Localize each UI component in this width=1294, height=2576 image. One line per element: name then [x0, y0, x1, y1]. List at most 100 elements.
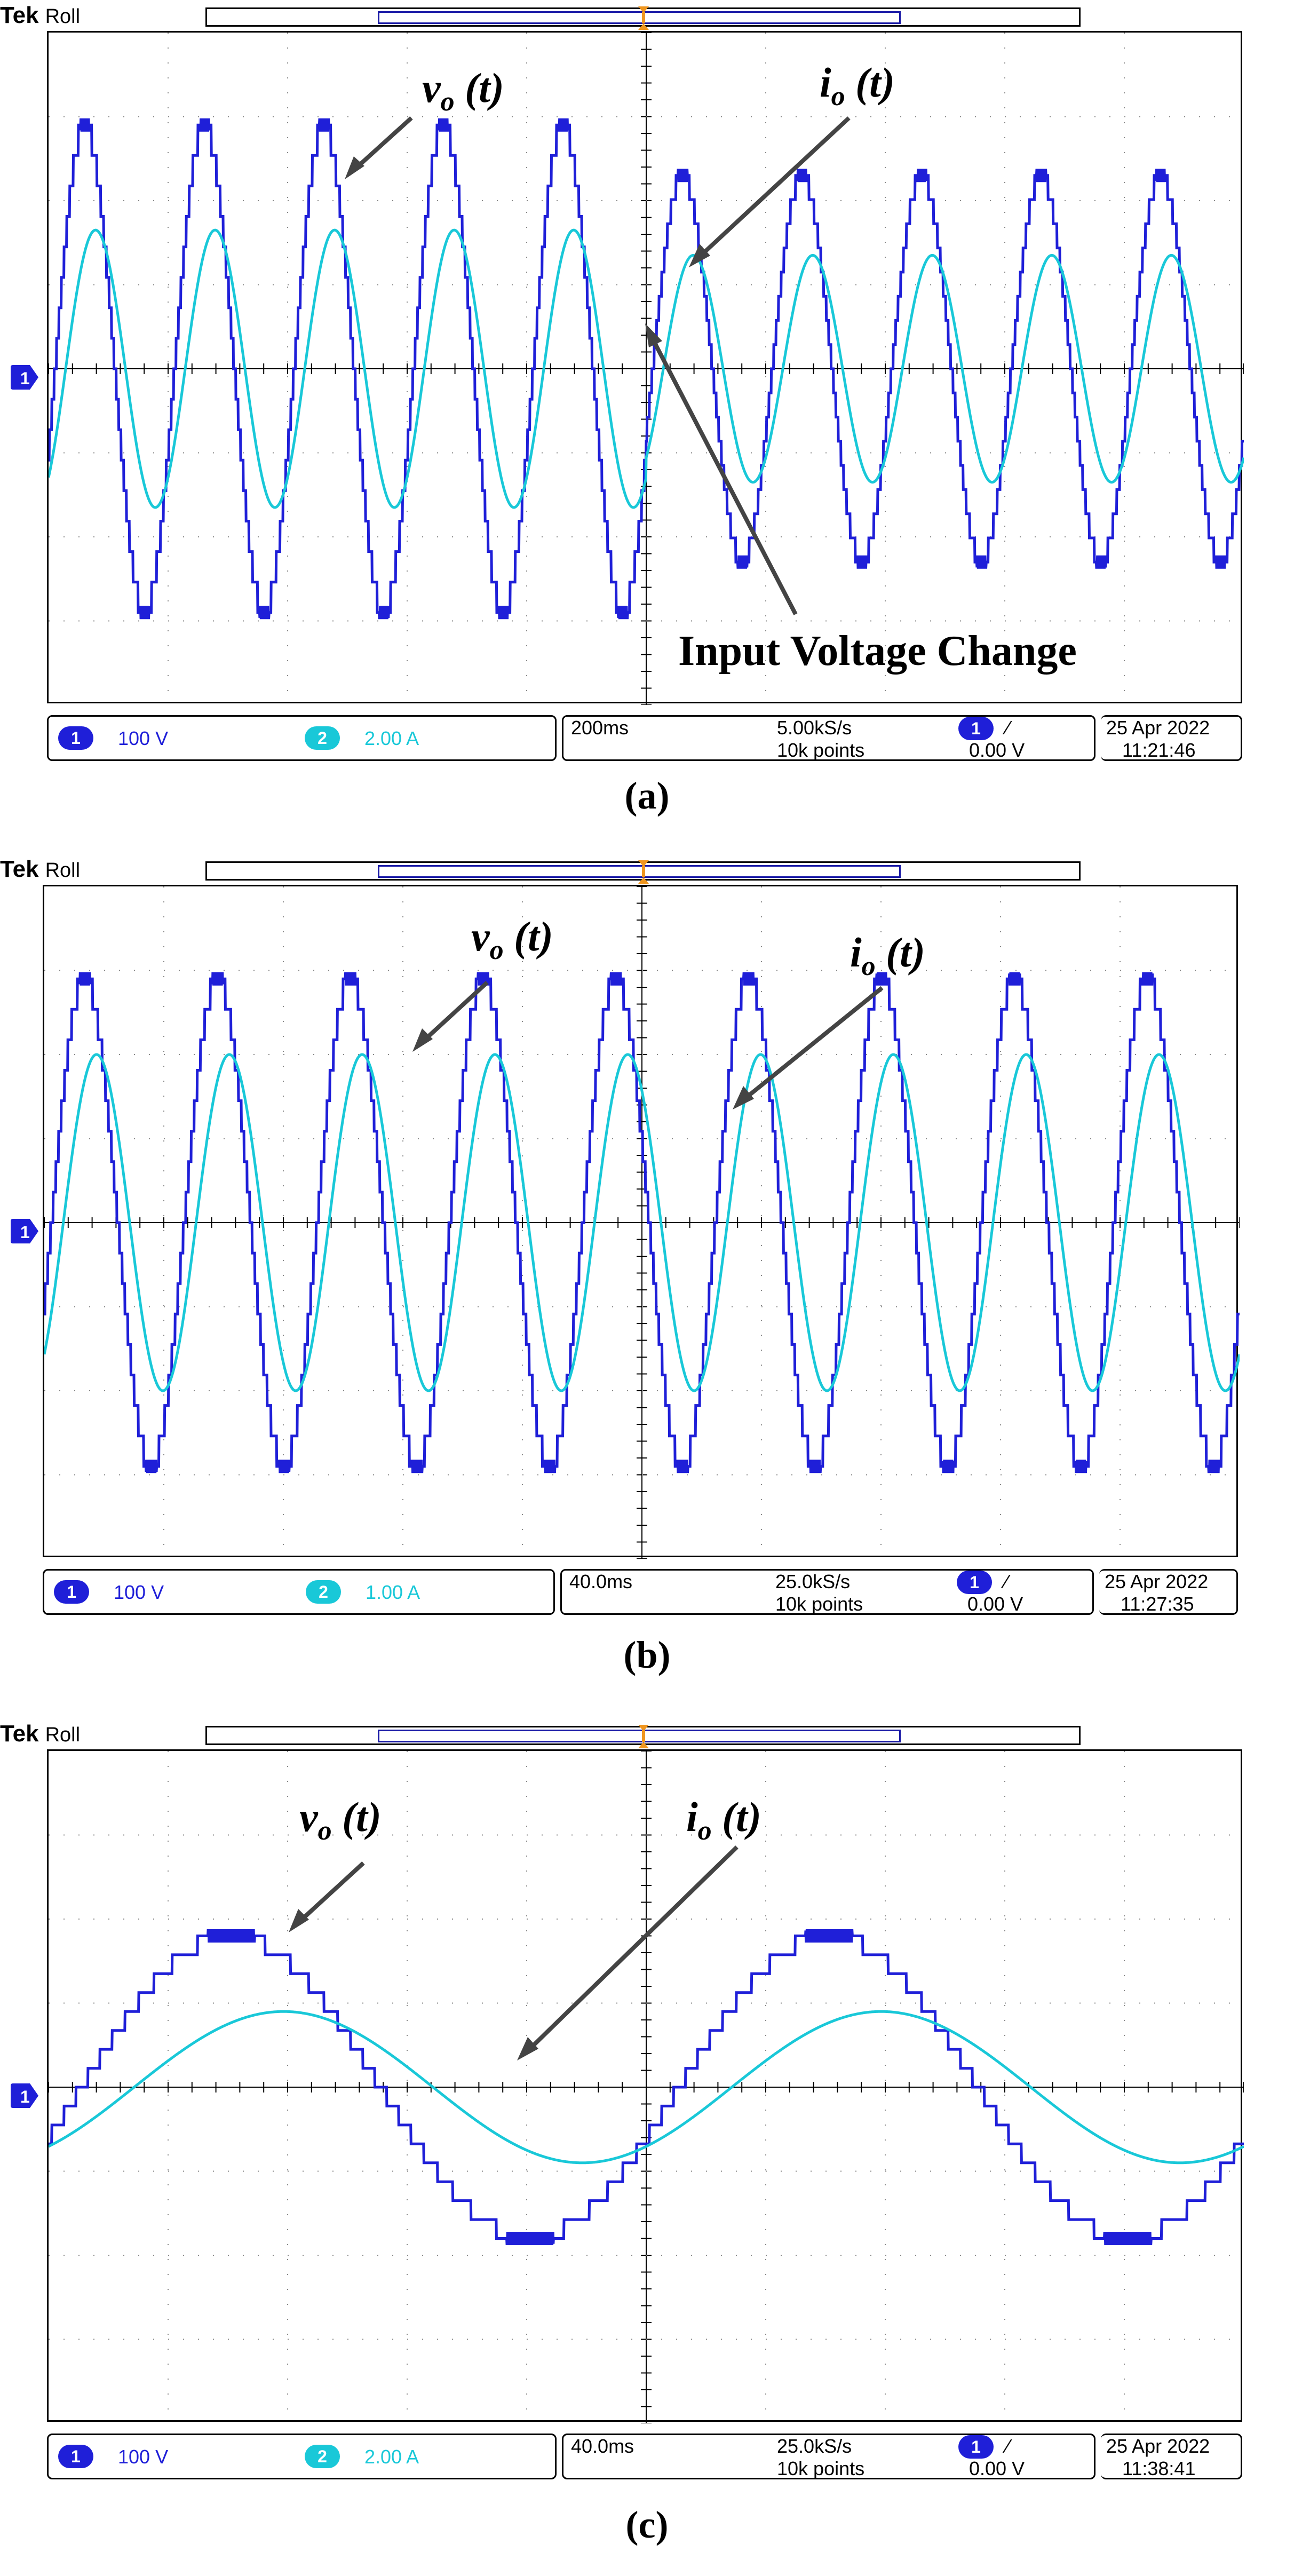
- trigger-level: 0.00 V: [967, 1593, 1023, 1615]
- vo-arrow: [345, 116, 413, 179]
- sample-rate: 25.0kS/s: [775, 1571, 851, 1592]
- ch1-badge: 1: [58, 2445, 93, 2468]
- tek-logo: Tek: [0, 1721, 39, 1747]
- acq-mode: Roll: [45, 859, 81, 882]
- status-bar: 1 100 V 2 2.00 A 200ms 5.00kS/s 10k poin…: [47, 715, 1242, 761]
- ch1-badge: 1: [54, 1580, 89, 1604]
- trigger-position-icon: [638, 6, 649, 30]
- record-length: 10k points: [775, 1593, 863, 1615]
- channel-scales-box: 1 100 V 2 2.00 A: [47, 2434, 557, 2479]
- record-window: [378, 865, 901, 878]
- graticule: [49, 33, 1244, 705]
- trigger-source-badge: 1: [957, 1571, 992, 1594]
- acquisition-box: 40.0ms 25.0kS/s 10k points 1 ⁄ 0.00 V: [562, 2434, 1095, 2479]
- timebase: 40.0ms: [569, 1571, 633, 1592]
- vo-trace: [49, 118, 1244, 620]
- tek-logo: Tek: [0, 2, 39, 28]
- svg-text:1: 1: [20, 1223, 30, 1242]
- io-label: io (t): [850, 929, 925, 981]
- timebase: 40.0ms: [571, 2435, 634, 2457]
- io-trace: [44, 1053, 1240, 1392]
- vo-trace: [44, 972, 1240, 1473]
- ch2-scale: 2.00 A: [364, 2446, 419, 2468]
- vo-label: vo (t): [471, 913, 553, 965]
- ch2-scale: 1.00 A: [366, 1581, 420, 1603]
- panel-caption: (c): [625, 2503, 669, 2546]
- status-bar: 1 100 V 2 2.00 A 40.0ms 25.0kS/s 10k poi…: [47, 2434, 1242, 2479]
- waveform-area: vo (t) io (t): [44, 886, 1240, 1559]
- io-trace: [49, 228, 1244, 509]
- brand: Tek Roll: [0, 854, 80, 885]
- event-arrow: [645, 323, 798, 615]
- trigger-source-badge: 1: [958, 2435, 994, 2459]
- trigger-slope-icon: ⁄: [1006, 2435, 1010, 2457]
- ch1-scale: 100 V: [118, 727, 169, 749]
- timebase: 200ms: [571, 717, 629, 739]
- trigger-level: 0.00 V: [969, 739, 1025, 761]
- acq-mode: Roll: [45, 1724, 81, 1746]
- vo-arrow: [289, 1861, 365, 1932]
- io-arrow: [517, 1845, 739, 2060]
- brand: Tek Roll: [0, 1718, 80, 1749]
- record-window: [378, 11, 901, 24]
- io-arrow: [733, 986, 884, 1109]
- record-window: [378, 1730, 901, 1742]
- ch2-badge: 2: [305, 2445, 340, 2468]
- time: 11:21:46: [1122, 739, 1196, 761]
- trigger-position-icon: [638, 860, 649, 884]
- svg-text:1: 1: [20, 2087, 30, 2106]
- sample-rate: 25.0kS/s: [777, 2435, 852, 2457]
- time: 11:27:35: [1121, 1593, 1194, 1615]
- vo-label: vo (t): [299, 1794, 382, 1846]
- io-arrow: [689, 116, 851, 267]
- tek-logo: Tek: [0, 856, 39, 882]
- datetime-box: 25 Apr 2022 11:27:35: [1099, 1569, 1238, 1615]
- time: 11:38:41: [1122, 2458, 1196, 2479]
- record-length: 10k points: [777, 739, 865, 761]
- date: 25 Apr 2022: [1106, 2435, 1210, 2457]
- status-bar: 1 100 V 2 1.00 A 40.0ms 25.0kS/s 10k poi…: [43, 1569, 1238, 1615]
- event-label: Input Voltage Change: [678, 628, 1077, 675]
- ch1-ground-marker-icon: 1: [11, 365, 38, 390]
- trigger-slope-icon: ⁄: [1005, 1571, 1009, 1592]
- io-label: io (t): [820, 59, 895, 112]
- ch1-scale: 100 V: [114, 1581, 164, 1603]
- waveform-area: vo (t) io (t): [49, 1751, 1244, 2423]
- io-trace: [49, 2010, 1244, 2165]
- ch1-ground-marker-icon: 1: [11, 2083, 38, 2108]
- graticule: [49, 1751, 1244, 2423]
- ch2-badge: 2: [306, 1580, 341, 1604]
- channel-scales-box: 1 100 V 2 2.00 A: [47, 715, 557, 761]
- ch2-scale: 2.00 A: [364, 727, 419, 749]
- brand: Tek Roll: [0, 0, 80, 31]
- svg-text:1: 1: [20, 369, 30, 388]
- vo-label: vo (t): [422, 65, 504, 117]
- ch1-scale: 100 V: [118, 2446, 169, 2468]
- scope-screen: vo (t) io (t) Input Voltage Change: [47, 31, 1244, 705]
- ch1-ground-marker-icon: 1: [11, 1219, 38, 1243]
- trigger-source-badge: 1: [958, 717, 994, 740]
- acq-mode: Roll: [45, 5, 81, 28]
- acquisition-box: 200ms 5.00kS/s 10k points 1 ⁄ 0.00 V: [562, 715, 1095, 761]
- ch1-badge: 1: [58, 726, 93, 750]
- vo-arrow: [412, 981, 489, 1052]
- panel-caption: (b): [623, 1634, 671, 1676]
- date: 25 Apr 2022: [1106, 717, 1210, 739]
- acquisition-box: 40.0ms 25.0kS/s 10k points 1 ⁄ 0.00 V: [560, 1569, 1094, 1615]
- scope-screen: vo (t) io (t): [47, 1749, 1244, 2423]
- panel-caption: (a): [624, 774, 670, 817]
- io-label: io (t): [686, 1794, 761, 1846]
- trigger-level: 0.00 V: [969, 2458, 1025, 2479]
- datetime-box: 25 Apr 2022 11:38:41: [1101, 2434, 1242, 2479]
- ch2-badge: 2: [305, 726, 340, 750]
- sample-rate: 5.00kS/s: [777, 717, 852, 739]
- date: 25 Apr 2022: [1105, 1571, 1209, 1592]
- scope-screen: vo (t) io (t): [43, 885, 1240, 1559]
- channel-scales-box: 1 100 V 2 1.00 A: [43, 1569, 555, 1615]
- trigger-slope-icon: ⁄: [1006, 717, 1010, 739]
- datetime-box: 25 Apr 2022 11:21:46: [1101, 715, 1242, 761]
- waveform-area: vo (t) io (t) Input Voltage Change: [49, 33, 1244, 705]
- trigger-position-icon: [638, 1725, 649, 1748]
- record-length: 10k points: [777, 2458, 865, 2479]
- vo-trace: [49, 1929, 1244, 2245]
